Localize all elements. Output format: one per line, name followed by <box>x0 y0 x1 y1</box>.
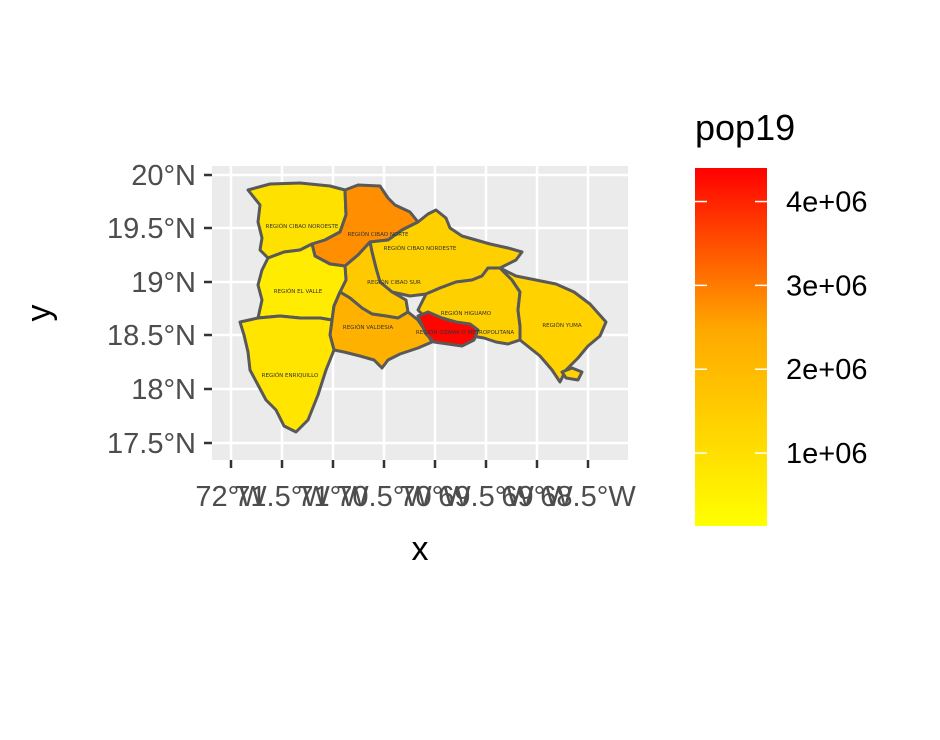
isla-saona <box>560 366 584 382</box>
y-tick-label: 20°N <box>131 160 196 192</box>
y-axis-title: y <box>20 305 58 322</box>
y-tick-label: 18.5°N <box>107 320 196 352</box>
regions-layer <box>238 181 608 434</box>
region-label: REGIÓN ENRIQUILLO <box>262 372 319 379</box>
legend-ticks: 1e+06 2e+06 3e+06 4e+06 <box>695 187 867 470</box>
x-tick-label: 70.5°W <box>336 481 432 513</box>
x-axis-title: x <box>412 530 429 568</box>
x-tick-label: 71.5°W <box>234 481 330 513</box>
region-label: REGIÓN OZAMA O METROPOLITANA <box>416 329 514 336</box>
region-label: REGIÓN VALDESIA <box>343 324 393 331</box>
x-tick-label: 69.5°W <box>438 481 534 513</box>
region-enriquillo[interactable] <box>238 314 336 434</box>
y-tick-label: 17.5°N <box>107 428 196 460</box>
legend-label: 3e+06 <box>786 270 867 302</box>
y-tick-label: 19.5°N <box>107 213 196 245</box>
region-label: REGIÓN EL VALLE <box>274 288 323 295</box>
y-axis: 17.5°N 18°N 18.5°N 19°N 19.5°N 20°N <box>107 160 212 460</box>
legend: pop19 1e+06 2e+06 3e+06 4e+06 <box>695 107 867 526</box>
y-tick-label: 18°N <box>131 374 196 406</box>
legend-label: 4e+06 <box>786 187 867 219</box>
x-tick-label: 69°W <box>501 481 573 513</box>
region-label: REGIÓN YUMA <box>542 322 582 329</box>
y-tick-label: 19°N <box>131 267 196 299</box>
legend-label: 2e+06 <box>786 354 867 386</box>
region-label: REGIÓN CIBAO SUR <box>367 279 421 286</box>
x-tick-label: 72°W <box>195 481 267 513</box>
legend-label: 1e+06 <box>786 438 867 470</box>
region-label: REGIÓN CIBAO NORDESTE <box>384 245 457 252</box>
region-labels: REGIÓN CIBAO NOROESTE REGIÓN CIBAO NORTE… <box>262 223 582 379</box>
legend-title: pop19 <box>695 107 795 148</box>
region-label: REGIÓN HIGUAMO <box>441 310 492 317</box>
x-tick-label: 70°W <box>399 481 471 513</box>
region-ozama-metropolitana[interactable] <box>416 310 480 348</box>
x-tick-label: 68.5°W <box>540 481 636 513</box>
x-tick-label: 71°W <box>297 481 369 513</box>
region-label: REGIÓN CIBAO NOROESTE <box>266 223 339 230</box>
x-axis: 72°W71.5°W71°W70.5°W70°W69.5°W69°W68.5°W <box>195 460 636 513</box>
region-label: REGIÓN CIBAO NORTE <box>347 231 409 238</box>
legend-colorbar <box>695 168 767 526</box>
